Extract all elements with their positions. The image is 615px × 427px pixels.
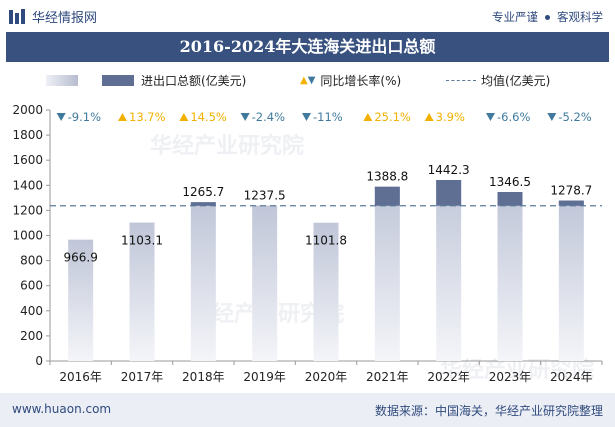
bar bbox=[374, 186, 400, 361]
x-tick-label: 2021年 bbox=[366, 370, 409, 384]
growth-label: -5.2% bbox=[558, 110, 591, 124]
growth-down-icon bbox=[240, 113, 250, 121]
legend-series-label: 进出口总额(亿美元) bbox=[141, 74, 247, 88]
bar-value-label: 1442.3 bbox=[428, 163, 470, 177]
growth-label: 13.7% bbox=[129, 110, 166, 124]
y-tick-label: 1800 bbox=[12, 128, 43, 142]
bar-cap bbox=[436, 179, 462, 206]
y-tick-label: 0 bbox=[35, 354, 43, 368]
bar bbox=[129, 222, 155, 361]
bar-chart: 0 200 400 600 800 1000 1200 1400 1600 1800 2000 966… bbox=[12, 103, 603, 384]
growth-label: -11% bbox=[313, 110, 343, 124]
x-tick-label: 2017年 bbox=[121, 370, 164, 384]
chart-title: 2016-2024年大连海关进出口总额 bbox=[6, 32, 609, 62]
footer-source: 数据来源：中国海关，华经产业研究院整理 bbox=[374, 404, 603, 418]
growth-label: 14.5% bbox=[190, 110, 227, 124]
bar-value-label: 1103.1 bbox=[121, 234, 163, 248]
bar-value-label: 1346.5 bbox=[489, 175, 531, 189]
bar bbox=[190, 202, 216, 361]
bar-cap bbox=[558, 200, 584, 206]
growth-label: -6.6% bbox=[497, 110, 530, 124]
tagline-left: 专业严谨 bbox=[492, 10, 538, 24]
legend-average-label: 均值(亿美元) bbox=[481, 74, 551, 88]
x-tick-label: 2019年 bbox=[243, 370, 286, 384]
top-bar: 华经情报网 专业严谨 客观科学 bbox=[0, 0, 615, 32]
x-tick-label: 2018年 bbox=[182, 370, 225, 384]
growth-down-icon bbox=[547, 113, 557, 121]
growth-up-icon bbox=[363, 113, 373, 121]
x-tick-label: 2020年 bbox=[305, 370, 348, 384]
tagline: 专业严谨 客观科学 bbox=[492, 9, 603, 25]
y-tick-label: 2000 bbox=[12, 103, 43, 117]
y-tick-label: 1200 bbox=[12, 203, 43, 217]
legend-growth-label: 同比增长率(%) bbox=[320, 74, 402, 88]
y-tick-label: 800 bbox=[20, 254, 43, 268]
bar bbox=[436, 179, 462, 361]
brand[interactable]: 华经情报网 bbox=[8, 7, 97, 26]
bar-value-label: 1237.5 bbox=[244, 189, 286, 203]
bar-cap bbox=[190, 202, 216, 206]
legend-average: 均值(亿美元) bbox=[446, 72, 550, 89]
growth-up-icon bbox=[424, 113, 434, 121]
x-tick-label: 2022年 bbox=[427, 370, 470, 384]
tagline-right: 客观科学 bbox=[557, 10, 603, 24]
y-tick-label: 400 bbox=[20, 304, 43, 318]
x-tick-label: 2023年 bbox=[489, 370, 532, 384]
bar bbox=[497, 192, 523, 361]
bar bbox=[252, 205, 278, 361]
footer: www.huaon.com 数据来源：中国海关，华经产业研究院整理 bbox=[0, 393, 615, 427]
growth-up-icon bbox=[118, 113, 127, 121]
legend-swatch-light bbox=[46, 75, 78, 86]
growth-down-icon bbox=[302, 113, 311, 121]
bar-cap bbox=[497, 192, 523, 206]
triangle-up-icon: ▲ bbox=[300, 75, 308, 86]
y-tick-label: 1000 bbox=[12, 229, 43, 243]
legend-series: 进出口总额(亿美元) bbox=[46, 72, 246, 89]
y-tick-label: 600 bbox=[20, 279, 43, 293]
growth-label: -2.4% bbox=[252, 110, 285, 124]
growth-label: 25.1% bbox=[374, 110, 411, 124]
bar-cap bbox=[374, 186, 400, 206]
logo-icon bbox=[9, 8, 25, 24]
footer-site-link[interactable]: www.huaon.com bbox=[12, 402, 112, 416]
bar bbox=[313, 222, 339, 361]
y-tick-label: 1600 bbox=[12, 153, 43, 167]
bar-value-label: 1388.8 bbox=[366, 170, 408, 184]
bar bbox=[558, 200, 584, 361]
growth-down-icon bbox=[56, 113, 66, 121]
growth-down-icon bbox=[486, 113, 495, 121]
legend-growth: ▲ ▼ 同比增长率(%) bbox=[300, 72, 401, 89]
legend-dash-line bbox=[446, 80, 476, 81]
bar-value-label: 966.9 bbox=[63, 251, 97, 265]
bar-value-label: 1101.8 bbox=[305, 234, 347, 248]
brand-name: 华经情报网 bbox=[32, 11, 98, 26]
legend: 进出口总额(亿美元) ▲ ▼ 同比增长率(%) 均值(亿美元) bbox=[0, 68, 615, 94]
bar-value-label: 1265.7 bbox=[182, 185, 224, 199]
y-tick-label: 200 bbox=[20, 329, 43, 343]
triangle-down-icon: ▼ bbox=[307, 75, 316, 86]
x-tick-label: 2016年 bbox=[59, 370, 102, 384]
dot-separator bbox=[545, 14, 550, 20]
bar-value-label: 1278.7 bbox=[550, 184, 592, 198]
growth-up-icon bbox=[179, 113, 189, 121]
growth-label: -9.1% bbox=[68, 110, 101, 124]
legend-swatch-dark bbox=[102, 75, 134, 86]
growth-label: 3.9% bbox=[436, 110, 465, 124]
bar bbox=[68, 239, 94, 361]
y-tick-label: 1400 bbox=[12, 178, 43, 192]
x-tick-label: 2024年 bbox=[550, 370, 593, 384]
